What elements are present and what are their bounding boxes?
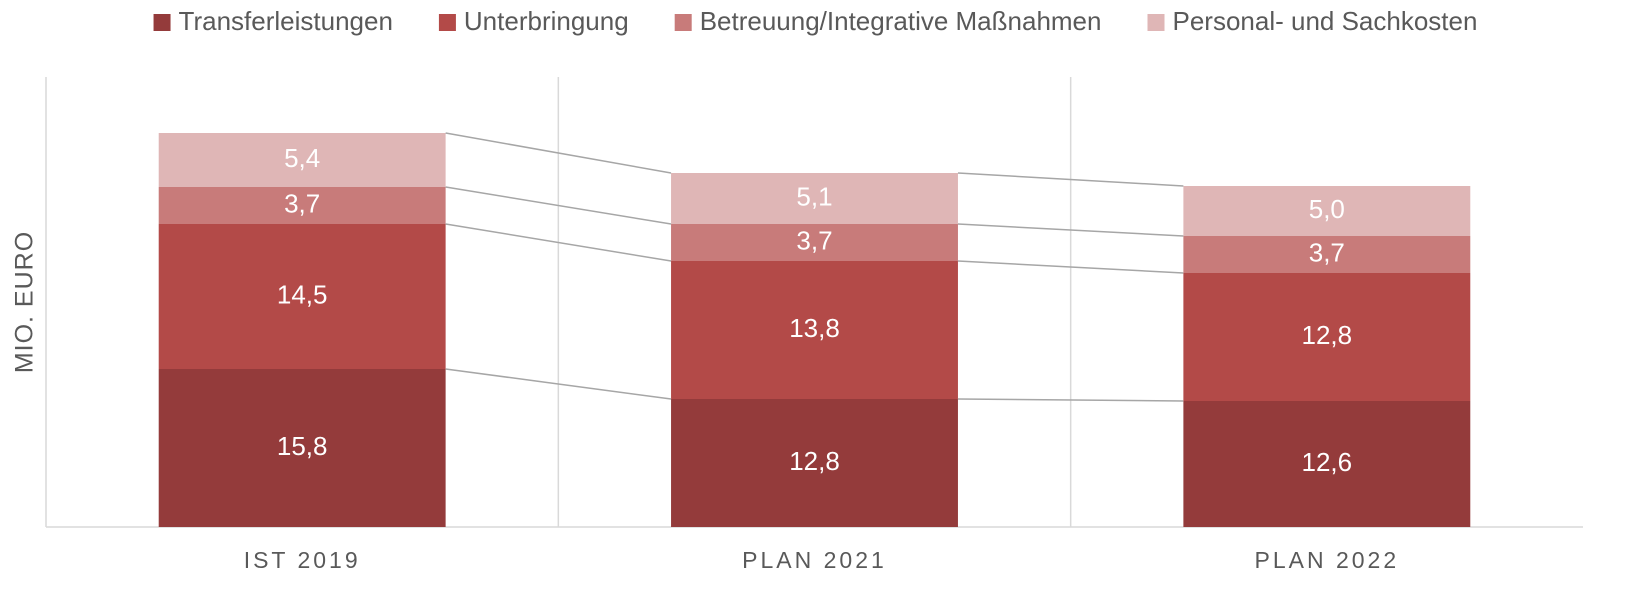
series-line: [445, 132, 672, 174]
x-tick-label: PLAN 2022: [1255, 547, 1400, 573]
legend-swatch: [438, 14, 456, 31]
data-label: 3,7: [796, 225, 832, 255]
data-label: 12,6: [1302, 447, 1353, 477]
bar-segment: [158, 369, 446, 527]
bar-segment: [1183, 186, 1471, 236]
legend-swatch: [1147, 14, 1165, 31]
bar-segment: [158, 133, 446, 187]
series-line: [957, 223, 1184, 237]
x-tick-label: IST 2019: [244, 547, 361, 573]
bar-segment: [671, 399, 958, 527]
data-label: 5,1: [796, 181, 832, 211]
data-label: 5,0: [1309, 194, 1345, 224]
series-line: [445, 186, 672, 225]
bar-segment: [671, 261, 958, 399]
data-label: 13,8: [789, 313, 840, 343]
series-line: [445, 368, 672, 400]
legend-label: Transferleistungen: [179, 6, 393, 36]
legend-label: Personal- und Sachkosten: [1172, 6, 1477, 36]
bar-segment: [158, 224, 446, 369]
bar-segment: [158, 187, 446, 224]
x-tick-label: PLAN 2021: [742, 547, 887, 573]
y-axis-label: MIO. EURO: [11, 231, 39, 373]
data-label: 3,7: [284, 188, 320, 218]
legend-label: Betreuung/Integrative Maßnahmen: [700, 6, 1102, 36]
series-line: [445, 223, 672, 262]
bar-segment: [671, 173, 958, 224]
bar-segment: [671, 224, 958, 261]
data-label: 5,4: [284, 143, 320, 173]
bar-segment: [1183, 401, 1471, 527]
legend-swatch: [674, 14, 692, 31]
data-label: 14,5: [277, 279, 328, 309]
data-label: 15,8: [277, 431, 328, 461]
bar-segment: [1183, 273, 1471, 401]
bar-segment: [1183, 236, 1471, 273]
data-label: 12,8: [789, 446, 840, 476]
series-line: [957, 260, 1184, 274]
series-line: [957, 172, 1184, 187]
series-line: [957, 398, 1184, 402]
data-label: 12,8: [1302, 320, 1353, 350]
legend-swatch: [153, 14, 171, 31]
legend-label: Unterbringung: [464, 6, 629, 36]
data-label: 3,7: [1309, 237, 1345, 267]
